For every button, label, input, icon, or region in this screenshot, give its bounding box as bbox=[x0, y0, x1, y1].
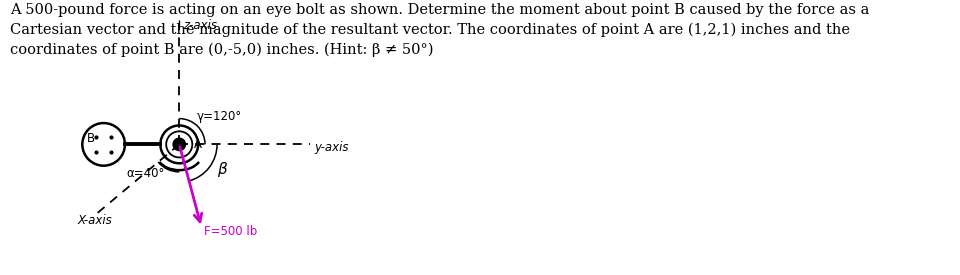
Text: γ=120°: γ=120° bbox=[197, 110, 242, 123]
Text: A: A bbox=[194, 138, 202, 151]
Text: A 500-pound force is acting on an eye bolt as shown. Determine the moment about : A 500-pound force is acting on an eye bo… bbox=[10, 3, 869, 57]
Text: F=500 lb: F=500 lb bbox=[204, 225, 257, 238]
Text: X-axis: X-axis bbox=[78, 214, 112, 227]
Text: β: β bbox=[217, 162, 227, 177]
Text: z-axis: z-axis bbox=[183, 19, 217, 32]
Text: B: B bbox=[87, 132, 95, 145]
Circle shape bbox=[173, 138, 185, 151]
Text: α=40°: α=40° bbox=[126, 167, 164, 180]
Text: y-axis: y-axis bbox=[314, 141, 348, 153]
